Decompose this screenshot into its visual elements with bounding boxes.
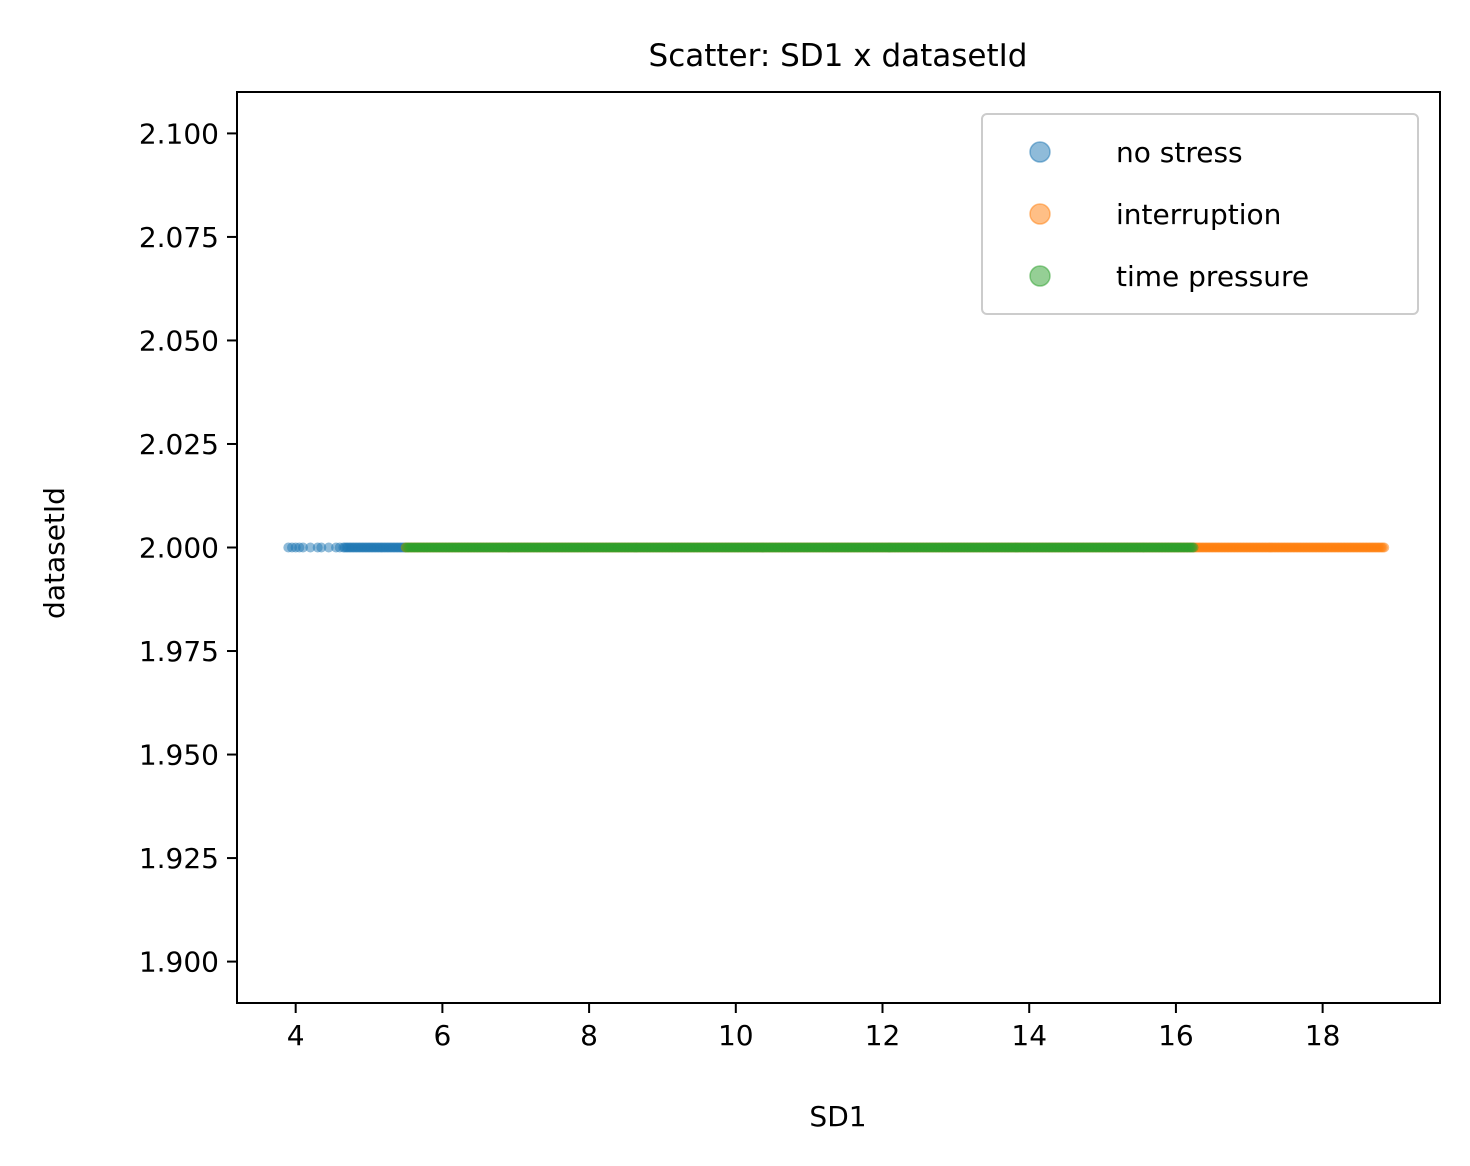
y-tick-label: 1.925: [139, 842, 219, 875]
y-tick-label: 2.050: [139, 324, 219, 357]
legend-label: interruption: [1116, 198, 1281, 231]
scatter-point: [305, 542, 316, 553]
y-tick-label: 1.900: [139, 946, 219, 979]
legend-label: time pressure: [1116, 260, 1309, 293]
y-tick-label: 2.075: [139, 221, 219, 254]
x-tick-label: 10: [718, 1019, 754, 1052]
scatter-point: [1379, 542, 1390, 553]
scatter-point: [298, 542, 309, 553]
x-axis-label: SD1: [809, 1100, 866, 1133]
legend-box: [981, 113, 1419, 315]
y-axis-label: datasetId: [38, 487, 71, 619]
scatter-point: [323, 542, 334, 553]
x-tick-label: 12: [865, 1019, 901, 1052]
scatter-point: [316, 542, 327, 553]
points-layer: [283, 542, 1390, 553]
y-tick-label: 1.950: [139, 739, 219, 772]
legend: no stress interruption time pressure: [981, 113, 1419, 315]
x-tick-label: 4: [287, 1019, 305, 1052]
scatter-point: [1188, 542, 1199, 553]
x-tick-label: 14: [1011, 1019, 1047, 1052]
y-axis: 1.900 1.925 1.950 1.975 2.000 2.025 2.050 2.075…: [139, 117, 237, 979]
x-tick-label: 16: [1158, 1019, 1194, 1052]
x-tick-label: 18: [1305, 1019, 1341, 1052]
y-tick-label: 1.975: [139, 635, 219, 668]
legend-marker: [1029, 265, 1051, 287]
legend-label: no stress: [1116, 136, 1243, 169]
y-tick-label: 2.000: [139, 532, 219, 565]
x-tick-label: 6: [433, 1019, 451, 1052]
x-tick-label: 8: [580, 1019, 598, 1052]
chart-title: Scatter: SD1 x datasetId: [649, 38, 1028, 74]
legend-items: no stress interruption time pressure: [1029, 136, 1309, 293]
legend-marker: [1029, 141, 1051, 163]
legend-marker: [1029, 203, 1051, 225]
y-tick-label: 2.025: [139, 428, 219, 461]
x-axis: 4 6 8 10 12 14 16 18: [287, 1003, 1341, 1052]
y-tick-label: 2.100: [139, 117, 219, 150]
